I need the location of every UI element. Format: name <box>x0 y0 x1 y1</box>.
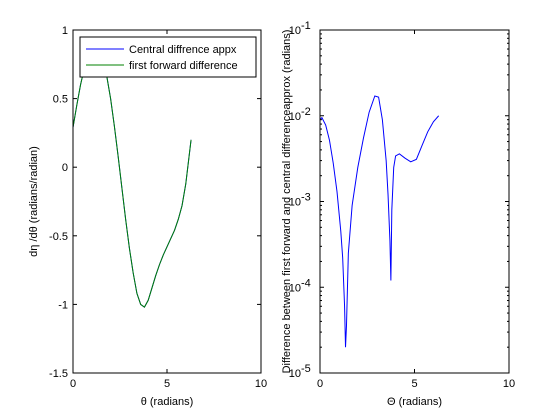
x-tick-label: 10 <box>255 378 267 390</box>
axes-box <box>319 29 510 374</box>
legend-entry: first forward difference <box>129 60 238 72</box>
plot-area <box>320 30 509 373</box>
y-tick-exponent: -1 <box>301 20 311 32</box>
y-tick-label: 1 <box>62 25 68 37</box>
y-tick-label: -1.5 <box>49 368 68 380</box>
y-tick-exponent: -2 <box>301 106 311 118</box>
y-tick-label: -1 <box>58 299 68 311</box>
y-tick-label: 10 <box>289 197 301 209</box>
y-axis-label: dη /dθ (radians/radian) <box>28 146 40 257</box>
y-tick-exponent: -4 <box>301 277 311 289</box>
y-tick-label: 0 <box>62 162 68 174</box>
y-tick-label: 0.5 <box>53 94 68 106</box>
y-tick-label: 10 <box>289 25 301 37</box>
axes-box <box>72 29 262 374</box>
x-tick-label: 10 <box>503 378 515 390</box>
legend <box>79 36 257 78</box>
y-tick-label: 10 <box>289 111 301 123</box>
legend-entry: Central diffrence appx <box>129 44 237 56</box>
y-tick-exponent: -5 <box>301 363 311 375</box>
x-axis-label: Θ (radians) <box>387 396 442 408</box>
x-tick-label: 0 <box>317 378 323 390</box>
y-tick-label: 10 <box>289 368 301 380</box>
y-axis-label: Difference between first forward and cen… <box>281 30 293 374</box>
x-tick-label: 0 <box>70 378 76 390</box>
y-tick-exponent: -3 <box>301 192 311 204</box>
x-tick-label: 5 <box>164 378 170 390</box>
x-tick-label: 5 <box>411 378 417 390</box>
y-tick-label: -0.5 <box>49 231 68 243</box>
x-axis-label: θ (radians) <box>141 396 194 408</box>
plot-area <box>73 30 261 373</box>
series-line-1 <box>320 95 440 348</box>
y-tick-label: 10 <box>289 282 301 294</box>
left-chart: 0 5 10 -1.5 -1 -0.5 0 0.5 1 θ (radians) dη /dθ (ra… <box>28 25 267 408</box>
